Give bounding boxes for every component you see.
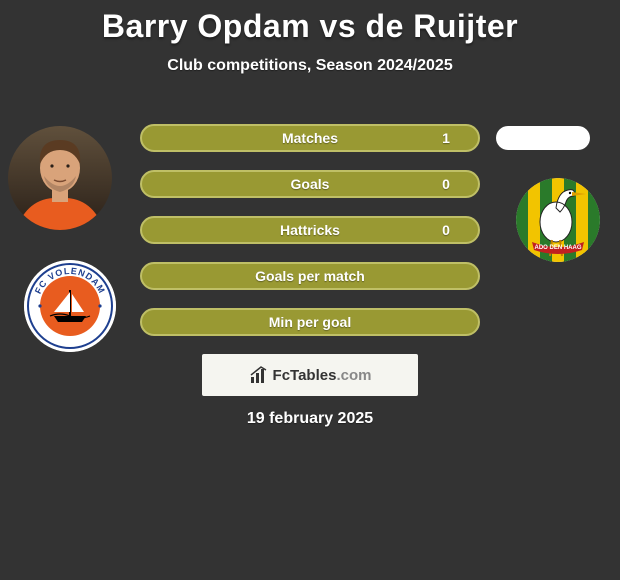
stat-label: Goals: [188, 176, 432, 192]
chart-icon: [249, 365, 269, 385]
stat-right-value: 1: [432, 130, 460, 146]
stat-right-value: 0: [432, 222, 460, 238]
stat-row-hattricks: Hattricks 0: [140, 216, 480, 244]
svg-text:ADO DEN HAAG: ADO DEN HAAG: [534, 245, 581, 251]
player-right-club-crest: ADO DEN HAAG: [516, 178, 600, 262]
stat-row-matches: Matches 1: [140, 124, 480, 152]
date-label: 19 february 2025: [0, 410, 620, 428]
stat-right-value: 0: [432, 176, 460, 192]
attribution-badge: FcTables.com: [202, 354, 418, 396]
page-title: Barry Opdam vs de Ruijter: [0, 0, 620, 45]
attribution-text: FcTables.com: [273, 367, 372, 384]
stat-label: Hattricks: [188, 222, 432, 238]
stat-label: Matches: [188, 130, 432, 146]
stats-column: Matches 1 Goals 0 Hattricks 0 Goals per …: [140, 124, 480, 354]
stat-label: Min per goal: [188, 314, 432, 330]
player-right-photo-placeholder: [496, 126, 590, 150]
stat-row-goals-per-match: Goals per match: [140, 262, 480, 290]
stat-label: Goals per match: [188, 268, 432, 284]
stat-row-goals: Goals 0: [140, 170, 480, 198]
stat-row-min-per-goal: Min per goal: [140, 308, 480, 336]
subtitle: Club competitions, Season 2024/2025: [0, 57, 620, 75]
player-left-photo: [8, 126, 112, 230]
player-left-club-crest: FC VOLENDAM: [24, 260, 116, 352]
